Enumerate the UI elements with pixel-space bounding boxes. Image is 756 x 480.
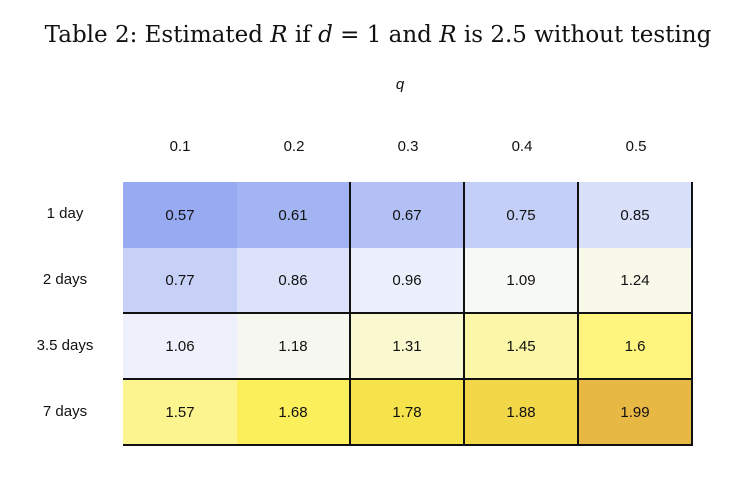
table-cell: 1.78 xyxy=(351,380,465,446)
row-header: 1 day xyxy=(46,205,84,222)
caption-var-d: d xyxy=(318,22,333,48)
table-cell: 1.09 xyxy=(465,248,579,314)
caption-var-r2: R xyxy=(439,22,457,48)
table-cell: 0.57 xyxy=(123,182,239,250)
row-header: 3.5 days xyxy=(36,337,94,354)
column-header: 0.2 xyxy=(283,138,305,155)
caption-if: if xyxy=(287,22,319,48)
column-header: 0.4 xyxy=(511,138,533,155)
table-cell: 1.6 xyxy=(579,314,693,380)
table-cell: 0.75 xyxy=(465,182,579,250)
table-cell: 1.88 xyxy=(465,380,579,446)
column-header: 0.1 xyxy=(169,138,191,155)
caption-tail: is 2.5 without testing xyxy=(456,22,712,48)
table-cell: 0.77 xyxy=(123,248,239,314)
caption-eq: = 1 and xyxy=(332,22,440,48)
table-cell: 1.24 xyxy=(579,248,693,314)
table-cell: 1.68 xyxy=(237,380,351,446)
table-caption: Table 2: Estimated R if d = 1 and R is 2… xyxy=(0,22,756,48)
table-cell: 1.99 xyxy=(579,380,693,446)
table-cell: 0.96 xyxy=(351,248,465,314)
caption-var-r: R xyxy=(270,22,288,48)
table-cell: 1.06 xyxy=(123,314,239,380)
table-cell: 1.18 xyxy=(237,314,351,380)
value-grid: 0.57 0.61 0.67 0.75 0.85 0.77 0.86 0.96 1.09 1.24… xyxy=(123,182,693,446)
column-header: 0.5 xyxy=(625,138,647,155)
table-cell: 1.31 xyxy=(351,314,465,380)
column-variable-label: q xyxy=(395,76,405,93)
table-cell: 0.67 xyxy=(351,182,465,250)
row-header: 7 days xyxy=(42,403,88,420)
table-cell: 1.45 xyxy=(465,314,579,380)
caption-prefix: Table 2: Estimated xyxy=(44,22,271,48)
table-cell: 0.61 xyxy=(237,182,351,250)
row-header: 2 days xyxy=(42,271,88,288)
column-header: 0.3 xyxy=(397,138,419,155)
table-cell: 1.57 xyxy=(123,380,239,446)
table-cell: 0.86 xyxy=(237,248,351,314)
table-cell: 0.85 xyxy=(579,182,693,250)
